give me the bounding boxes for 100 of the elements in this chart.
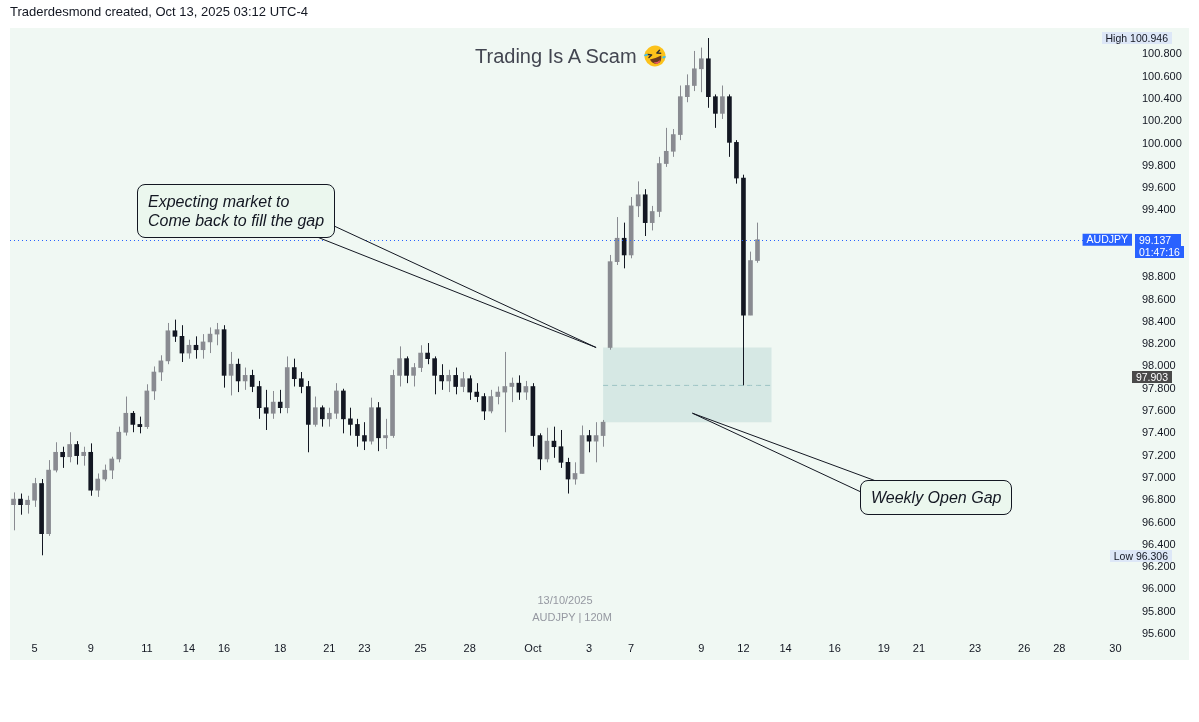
candlestick bbox=[432, 355, 437, 395]
text: 97.903 bbox=[1131, 371, 1172, 383]
candlestick bbox=[439, 363, 444, 391]
candlestick bbox=[291, 358, 297, 388]
candlestick bbox=[81, 446, 87, 467]
candlestick bbox=[649, 205, 655, 231]
candlestick bbox=[635, 180, 641, 218]
annotation: AUDJPY | 120M bbox=[532, 611, 612, 624]
candlestick bbox=[60, 446, 65, 469]
candlestick bbox=[362, 421, 367, 451]
y-tick-label: 99.800 bbox=[1142, 158, 1176, 171]
candlestick bbox=[383, 418, 388, 450]
x-tick-label: 23 bbox=[358, 641, 371, 654]
candlestick bbox=[355, 418, 360, 448]
x-tick-label: 7 bbox=[628, 641, 635, 654]
text: Traderdesmond created, Oct 13, 2025 03:12 UTC-4 bbox=[10, 4, 308, 20]
y-tick-label: 96.400 bbox=[1142, 537, 1176, 550]
x-tick-label: Oct bbox=[524, 641, 542, 654]
y-tick-label: 95.800 bbox=[1142, 604, 1176, 617]
candlestick bbox=[270, 390, 276, 420]
candlestick bbox=[67, 431, 72, 463]
x-tick-label: 16 bbox=[828, 641, 841, 654]
candlestick bbox=[663, 127, 669, 168]
candlestick bbox=[53, 441, 58, 473]
candlestick bbox=[123, 396, 129, 437]
y-tick-label: 96.000 bbox=[1142, 582, 1176, 595]
candlestick bbox=[502, 351, 508, 433]
x-tick-label: 21 bbox=[912, 641, 926, 654]
candlestick bbox=[312, 396, 318, 428]
x-tick-label: 30 bbox=[1109, 641, 1122, 654]
y-tick-label: 98.000 bbox=[1142, 359, 1176, 372]
candlestick bbox=[488, 389, 494, 414]
candlestick bbox=[425, 342, 430, 365]
x-tick-label: 19 bbox=[877, 641, 890, 654]
candlestick bbox=[755, 222, 760, 264]
text: 01:47:16 bbox=[1135, 246, 1184, 258]
candlestick bbox=[18, 493, 23, 516]
candlestick bbox=[699, 47, 704, 93]
candlestick bbox=[172, 319, 178, 343]
candlestick bbox=[481, 392, 487, 421]
candlestick bbox=[453, 367, 459, 395]
candlestick bbox=[446, 369, 451, 393]
ref-line-label: AUDJPY bbox=[1086, 233, 1129, 246]
y-tick-label: 95.600 bbox=[1142, 627, 1176, 640]
annotation: Low 96.306 bbox=[1109, 550, 1172, 562]
candlestick bbox=[348, 407, 353, 437]
y-tick-label: 100.000 bbox=[1142, 136, 1182, 149]
candlestick bbox=[720, 85, 725, 120]
candlestick bbox=[692, 50, 697, 92]
y-tick-label: 97.800 bbox=[1142, 381, 1176, 394]
x-tick-label: 11 bbox=[141, 641, 153, 654]
y-tick-label: 98.400 bbox=[1142, 314, 1176, 327]
candlestick bbox=[670, 128, 676, 158]
candlestick bbox=[74, 440, 80, 466]
text: 99.137 bbox=[1135, 234, 1181, 246]
candlestick bbox=[684, 73, 690, 103]
x-tick-label: 3 bbox=[585, 641, 593, 654]
y-tick-label: 100.400 bbox=[1142, 91, 1182, 104]
x-tick-label: 25 bbox=[414, 641, 427, 654]
y-tick-label: 98.200 bbox=[1142, 337, 1176, 350]
x-tick-label: 5 bbox=[31, 641, 38, 654]
x-tick-label: 9 bbox=[87, 641, 94, 654]
candlestick bbox=[467, 374, 473, 401]
candlestick bbox=[334, 382, 339, 420]
y-tick-label: 97.400 bbox=[1142, 426, 1176, 439]
y-tick-label: 97.200 bbox=[1142, 448, 1176, 461]
y-tick-label: 98.600 bbox=[1142, 292, 1176, 305]
candlestick bbox=[11, 491, 16, 531]
y-tick-label: 100.200 bbox=[1142, 114, 1182, 127]
x-tick-label: 26 bbox=[1018, 641, 1031, 654]
y-tick-label: 96.600 bbox=[1142, 515, 1176, 528]
candlestick bbox=[411, 362, 416, 388]
y-tick-label: 100.600 bbox=[1142, 69, 1182, 82]
candlestick bbox=[32, 477, 37, 508]
y-tick-label: 96.200 bbox=[1142, 560, 1176, 573]
candlestick bbox=[418, 344, 423, 373]
candlestick bbox=[109, 456, 115, 480]
y-tick-label: 100.800 bbox=[1142, 47, 1182, 60]
x-tick-label: 21 bbox=[323, 641, 336, 654]
candlestick bbox=[397, 345, 402, 388]
candlestick bbox=[130, 410, 136, 433]
annotation: High 100.946 bbox=[1101, 32, 1172, 44]
candlestick bbox=[320, 404, 325, 428]
candlestick bbox=[404, 355, 409, 384]
candlestick bbox=[95, 472, 101, 498]
text: Trading Is A Scam bbox=[475, 44, 637, 68]
y-tick-label: 99.400 bbox=[1142, 203, 1176, 216]
y-tick-label: 99.600 bbox=[1142, 181, 1176, 194]
candlestick bbox=[263, 389, 269, 431]
x-tick-label: 14 bbox=[779, 641, 792, 654]
x-tick-label: 23 bbox=[968, 641, 982, 654]
x-tick-label: 16 bbox=[217, 641, 231, 654]
y-tick-label: 97.600 bbox=[1142, 404, 1176, 417]
candlestick bbox=[298, 371, 304, 394]
x-tick-label: 12 bbox=[737, 641, 750, 654]
candlestick bbox=[474, 382, 480, 403]
y-tick-label: 97.000 bbox=[1142, 470, 1176, 483]
candlestick bbox=[460, 371, 466, 393]
candlestick bbox=[277, 389, 283, 414]
y-tick-label: 96.800 bbox=[1142, 493, 1176, 506]
